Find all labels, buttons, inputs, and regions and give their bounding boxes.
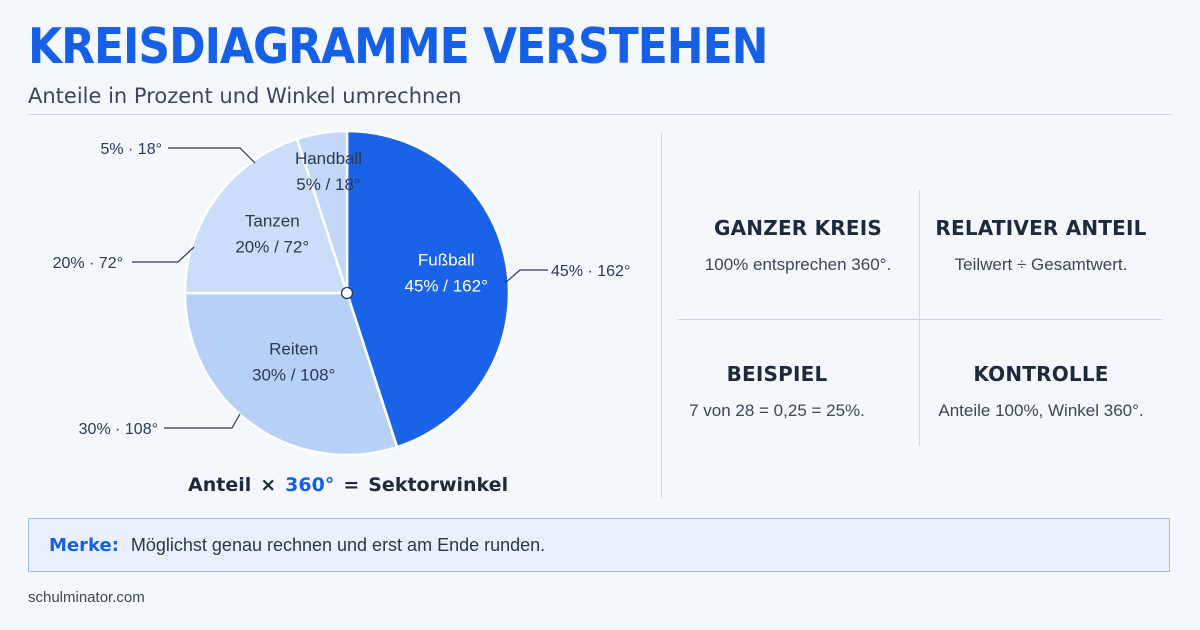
slice-name-label: Fußball <box>418 250 475 269</box>
slice-name-label: Reiten <box>269 339 318 358</box>
footer-source: schulminator.com <box>28 589 145 606</box>
slice-name-label: Tanzen <box>245 212 300 231</box>
note-label: Merke: <box>49 534 119 556</box>
info-card-kontrolle: KONTROLLE Anteile 100%, Winkel 360°. <box>920 362 1162 421</box>
info-card-text: Anteile 100%, Winkel 360°. <box>938 401 1144 420</box>
info-card-title: GANZER KREIS <box>714 216 882 240</box>
formula-equals: = <box>343 474 360 496</box>
pie-slice-fussball <box>345 129 511 449</box>
grid-divider-vertical <box>919 190 920 446</box>
merke-note: Merke: Möglichst genau rechnen und erst … <box>28 518 1170 572</box>
pie-center-dot <box>340 286 354 300</box>
pie-slice-tanzen <box>183 137 349 295</box>
slice-outer-label: 5% · 18° <box>100 141 162 158</box>
info-card-text: 7 von 28 = 0,25 = 25%. <box>689 401 865 420</box>
info-card-text: Teilwert ÷ Gesamtwert. <box>954 255 1128 274</box>
slice-outer-label: 30% · 108° <box>79 421 158 438</box>
pie-slice-handball <box>295 129 349 294</box>
formula-left: Anteil <box>188 474 252 496</box>
formula-highlight: 360° <box>285 474 335 496</box>
slice-outer-label: 20% · 72° <box>53 255 123 272</box>
pie-slice-reiten <box>183 291 399 457</box>
slice-outer-label: 45% · 162° <box>551 263 630 280</box>
slice-value-label: 45% / 162° <box>405 276 488 295</box>
note-text: Möglichst genau rechnen und erst am Ende… <box>130 534 546 555</box>
slice-value-label: 5% / 18° <box>296 175 360 194</box>
slice-name-label: Handball <box>295 149 362 168</box>
info-card-text: 100% entsprechen 360°. <box>704 255 892 274</box>
leader-line <box>164 413 241 429</box>
header-divider <box>28 114 1172 115</box>
page-subtitle: Anteile in Prozent und Winkel umrechnen <box>28 84 462 108</box>
page-title: KREISDIAGRAMME VERSTEHEN <box>28 18 768 76</box>
info-card-title: BEISPIEL <box>726 362 828 386</box>
formula: Anteil × 360° = Sektorwinkel <box>188 474 508 496</box>
info-card-title: KONTROLLE <box>973 362 1109 386</box>
leader-line <box>132 246 195 263</box>
formula-right: Sektorwinkel <box>368 474 509 496</box>
grid-divider-horizontal <box>677 319 1163 320</box>
info-card-beispiel: BEISPIEL 7 von 28 = 0,25 = 25%. <box>656 362 898 421</box>
pie-chart: Fußball 45% / 162° 45% · 162° Reiten 30% / 1… <box>53 129 630 457</box>
info-card-ganzer-kreis: GANZER KREIS 100% entsprechen 360°. <box>677 216 919 275</box>
info-card-relativer-anteil: RELATIVER ANTEIL Teilwert ÷ Gesamtwert. <box>920 216 1162 275</box>
formula-times: × <box>260 474 277 496</box>
slice-value-label: 30% / 108° <box>252 365 335 384</box>
leader-line <box>504 269 548 284</box>
column-divider <box>661 132 662 498</box>
slice-value-label: 20% / 72° <box>235 238 309 257</box>
info-card-title: RELATIVER ANTEIL <box>935 216 1147 240</box>
leader-line <box>168 147 256 164</box>
